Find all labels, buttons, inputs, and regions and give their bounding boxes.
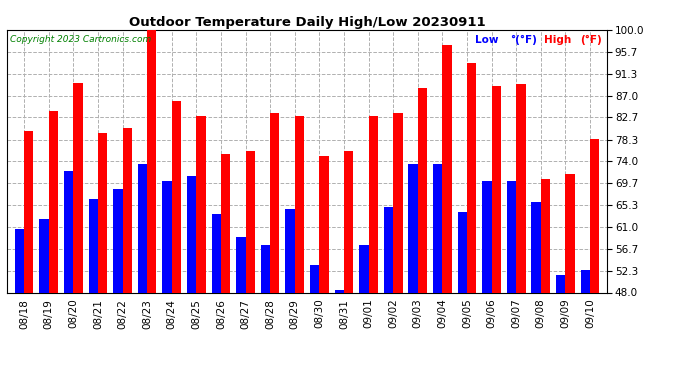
Bar bbox=[565, 174, 575, 292]
Bar bbox=[64, 171, 73, 292]
Bar bbox=[162, 182, 172, 292]
Bar bbox=[368, 116, 378, 292]
Bar bbox=[172, 100, 181, 292]
Bar bbox=[335, 290, 344, 292]
Bar bbox=[212, 214, 221, 292]
Bar bbox=[113, 189, 123, 292]
Bar bbox=[344, 151, 353, 292]
Bar bbox=[482, 182, 491, 292]
Bar bbox=[580, 270, 590, 292]
Bar bbox=[88, 199, 98, 292]
Text: Copyright 2023 Cartronics.com: Copyright 2023 Cartronics.com bbox=[10, 35, 151, 44]
Bar bbox=[24, 131, 34, 292]
Bar bbox=[73, 83, 83, 292]
Bar bbox=[408, 164, 417, 292]
Bar bbox=[384, 207, 393, 292]
Bar bbox=[147, 30, 157, 292]
Bar bbox=[433, 164, 442, 292]
Bar bbox=[310, 265, 319, 292]
Bar bbox=[261, 244, 270, 292]
Bar bbox=[14, 230, 24, 292]
Bar bbox=[393, 113, 402, 292]
Bar bbox=[246, 151, 255, 292]
Bar bbox=[221, 154, 230, 292]
Bar bbox=[197, 116, 206, 292]
Bar bbox=[442, 45, 452, 292]
Text: °(°F): °(°F) bbox=[510, 35, 537, 45]
Bar bbox=[98, 134, 107, 292]
Bar bbox=[531, 202, 541, 292]
Bar bbox=[359, 244, 368, 292]
Text: Low: Low bbox=[475, 35, 499, 45]
Text: High: High bbox=[544, 35, 571, 45]
Text: (°F): (°F) bbox=[580, 35, 602, 45]
Bar bbox=[286, 209, 295, 292]
Bar bbox=[295, 116, 304, 292]
Bar bbox=[457, 212, 467, 292]
Bar bbox=[556, 275, 565, 292]
Bar bbox=[491, 86, 501, 292]
Bar bbox=[49, 111, 58, 292]
Bar bbox=[417, 88, 427, 292]
Bar bbox=[123, 128, 132, 292]
Title: Outdoor Temperature Daily High/Low 20230911: Outdoor Temperature Daily High/Low 20230… bbox=[129, 16, 485, 29]
Bar bbox=[187, 176, 197, 292]
Bar bbox=[236, 237, 246, 292]
Bar bbox=[516, 84, 526, 292]
Bar bbox=[467, 63, 476, 292]
Bar bbox=[319, 156, 328, 292]
Bar bbox=[39, 219, 49, 292]
Bar bbox=[270, 113, 279, 292]
Bar bbox=[590, 138, 600, 292]
Bar bbox=[507, 182, 516, 292]
Bar bbox=[541, 179, 550, 292]
Bar bbox=[138, 164, 147, 292]
